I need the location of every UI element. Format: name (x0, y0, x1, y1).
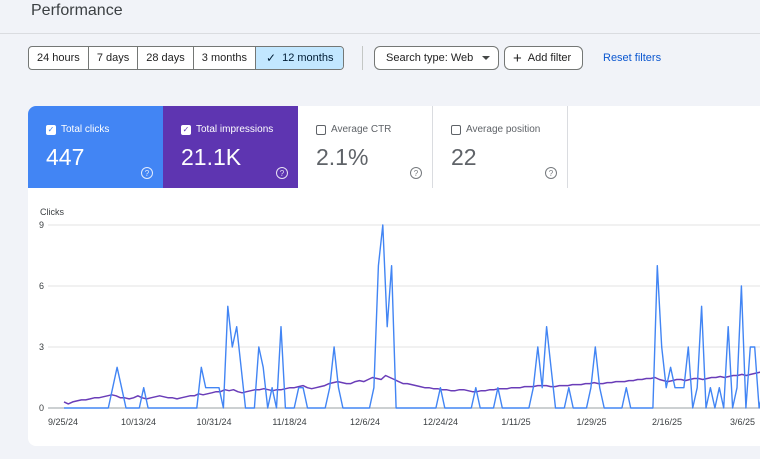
checkbox-unchecked-icon[interactable] (451, 124, 461, 135)
x-tick-label: 12/6/24 (350, 417, 380, 427)
metric-label: Average CTR (331, 124, 392, 135)
toolbar-divider (362, 46, 363, 70)
clicks-line-chart: Clicks 0 3 6 9 9/25/24 10/13/24 10/31/24 11/18/2… (39, 207, 760, 427)
add-filter-label: Add filter (527, 52, 572, 64)
checkmark-icon: ✓ (266, 51, 277, 65)
checkbox-unchecked-icon[interactable] (316, 124, 326, 135)
y-tick-label: 6 (39, 281, 44, 291)
metric-label: Average position (466, 124, 541, 135)
x-tick-label: 3/6/25 (730, 417, 755, 427)
range-7-days[interactable]: 7 days (89, 47, 139, 69)
help-icon[interactable]: ? (545, 167, 557, 179)
reset-filters-link[interactable]: Reset filters (603, 52, 662, 64)
help-icon[interactable]: ? (410, 167, 422, 179)
search-type-label: Search type: Web (386, 52, 474, 64)
metric-total-clicks[interactable]: ✓ Total clicks 447 ? (28, 106, 163, 188)
search-type-dropdown[interactable]: Search type: Web (374, 46, 500, 70)
x-tick-label: 1/29/25 (576, 417, 606, 427)
x-tick-label: 1/11/25 (501, 417, 530, 427)
metric-value: 21.1K (181, 144, 242, 170)
performance-card: ✓ Total clicks 447 ? ✓ Total impressions… (28, 106, 760, 446)
date-range-selector: 24 hours 7 days 28 days 3 months ✓ 12 mo… (28, 46, 345, 70)
title-divider (0, 33, 760, 34)
dropdown-caret-icon (482, 56, 491, 60)
x-tick-label: 2/16/25 (652, 417, 682, 427)
help-icon[interactable]: ? (276, 167, 288, 179)
clicks-series-line (64, 224, 760, 409)
metric-value: 2.1% (316, 144, 369, 170)
range-3-months[interactable]: 3 months (194, 47, 257, 69)
metric-label: Total clicks (61, 124, 110, 135)
metric-average-position[interactable]: Average position 22 ? (433, 106, 568, 188)
range-28-days[interactable]: 28 days (138, 47, 194, 69)
range-12-months[interactable]: ✓ 12 months (256, 47, 344, 69)
y-tick-label: 0 (39, 403, 44, 413)
x-tick-label: 10/31/24 (196, 417, 231, 427)
y-tick-label: 9 (39, 220, 44, 230)
range-24-hours[interactable]: 24 hours (29, 47, 89, 69)
metric-average-ctr[interactable]: Average CTR 2.1% ? (298, 106, 433, 188)
x-tick-label: 10/13/24 (121, 417, 156, 427)
checkbox-checked-icon[interactable]: ✓ (181, 124, 191, 135)
metric-value: 447 (46, 144, 85, 170)
y-axis-title: Clicks (40, 207, 64, 217)
plus-icon: + (513, 49, 522, 67)
y-tick-label: 3 (39, 342, 44, 352)
metric-value: 22 (451, 144, 477, 170)
x-tick-label: 12/24/24 (423, 417, 458, 427)
add-filter-button[interactable]: + Add filter (504, 46, 584, 70)
help-icon[interactable]: ? (141, 167, 153, 179)
impressions-series-line (63, 371, 760, 405)
page-title: Performance (31, 2, 123, 19)
x-tick-label: 11/18/24 (272, 417, 306, 427)
range-12-months-label: 12 months (282, 52, 334, 64)
x-tick-label: 9/25/24 (48, 417, 78, 427)
checkbox-checked-icon[interactable]: ✓ (46, 124, 56, 135)
metric-label: Total impressions (196, 124, 274, 135)
metric-total-impressions[interactable]: ✓ Total impressions 21.1K ? (163, 106, 298, 188)
